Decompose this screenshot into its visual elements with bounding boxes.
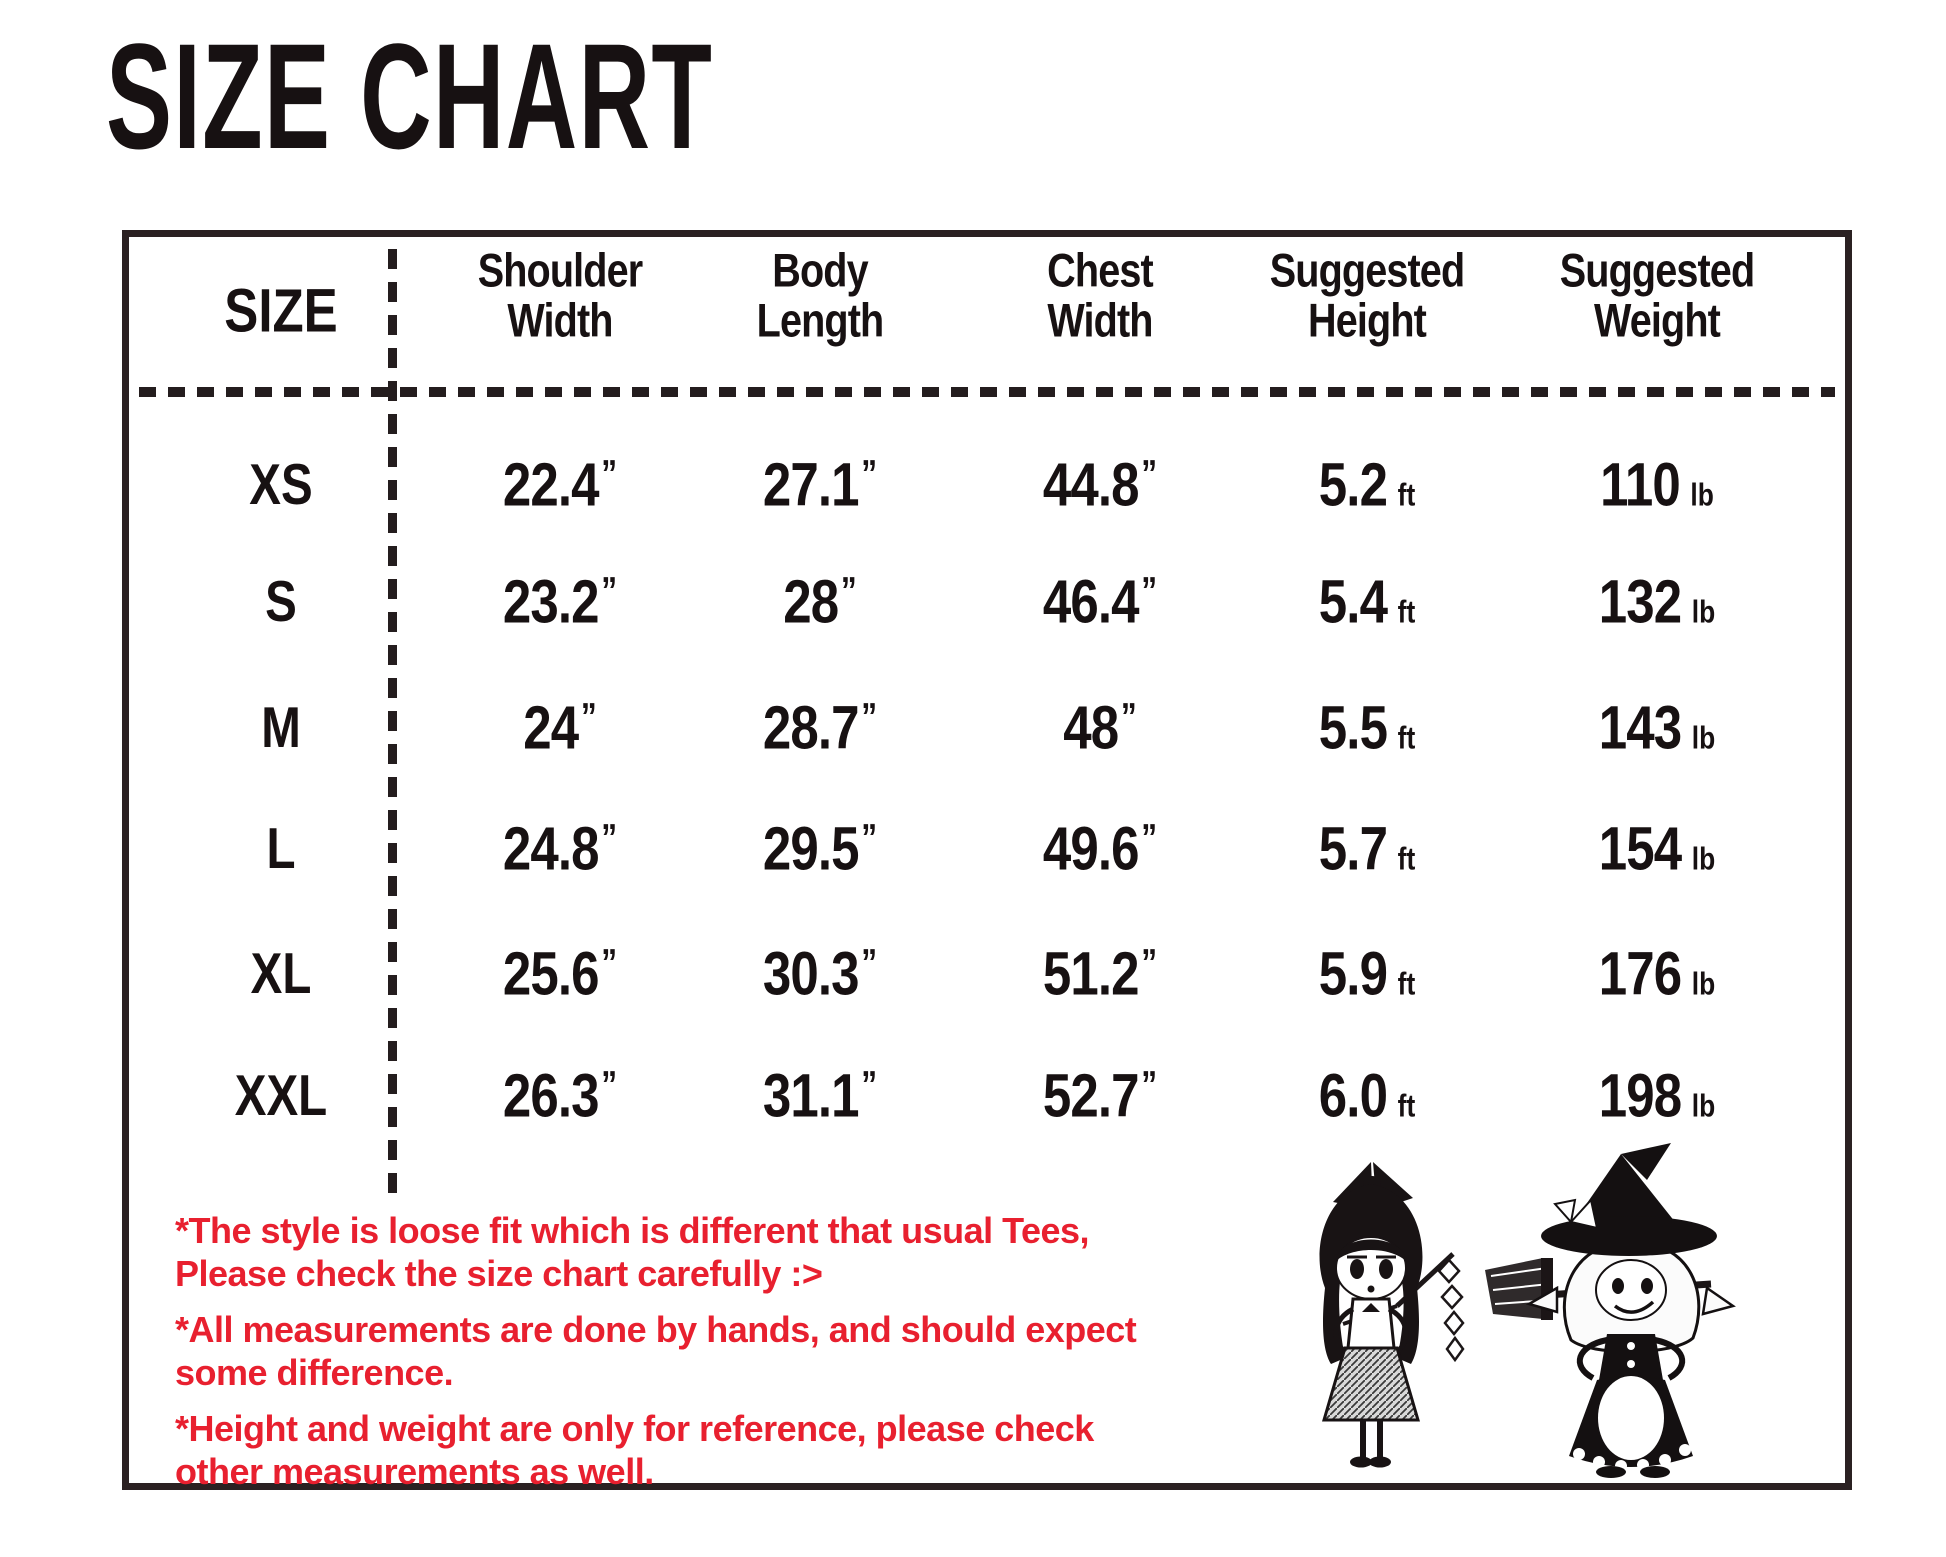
cell-chest-width: 51.2” xyxy=(1042,939,1158,1009)
cell-suggested-height: 5.7 ft xyxy=(1318,814,1416,884)
page-title: SIZE CHART xyxy=(106,12,714,180)
header-dashed-divider xyxy=(139,387,1835,397)
cell-body-length: 30.3” xyxy=(762,939,878,1009)
cell-shoulder-width: 24” xyxy=(523,693,597,763)
cell-body-length: 29.5” xyxy=(762,814,878,884)
column-header-suggested-weight: Suggested Weight xyxy=(1559,243,1755,347)
size-column-dashed-divider xyxy=(388,249,397,1193)
cell-size: S xyxy=(265,570,297,634)
marisa-witch-illustration xyxy=(1485,1143,1736,1478)
cell-size: XXL xyxy=(234,1064,328,1128)
cell-shoulder-width: 26.3” xyxy=(502,1061,618,1131)
column-header-size: SIZE xyxy=(224,276,338,346)
cell-suggested-height: 5.4 ft xyxy=(1318,567,1416,637)
footnote-reference-only: *Height and weight are only for referenc… xyxy=(175,1408,1094,1492)
cell-shoulder-width: 23.2” xyxy=(502,567,618,637)
cell-body-length: 27.1” xyxy=(762,450,878,520)
cell-suggested-height: 5.2 ft xyxy=(1318,450,1416,520)
column-header-suggested-height: Suggested Height xyxy=(1269,243,1465,347)
cell-chest-width: 49.6” xyxy=(1042,814,1158,884)
cell-size: XS xyxy=(249,453,313,517)
cell-suggested-weight: 154 lb xyxy=(1598,814,1716,884)
cell-suggested-height: 6.0 ft xyxy=(1318,1061,1416,1131)
cell-chest-width: 52.7” xyxy=(1042,1061,1158,1131)
cell-suggested-weight: 176 lb xyxy=(1598,939,1716,1009)
cell-suggested-weight: 110 lb xyxy=(1600,450,1714,520)
cell-size: L xyxy=(266,817,296,881)
cell-size: M xyxy=(261,696,301,760)
cell-suggested-height: 5.9 ft xyxy=(1318,939,1416,1009)
cell-shoulder-width: 22.4” xyxy=(502,450,618,520)
footnotes: *The style is loose fit which is differe… xyxy=(175,1209,1137,1506)
cell-shoulder-width: 24.8” xyxy=(502,814,618,884)
cell-suggested-weight: 198 lb xyxy=(1598,1061,1716,1131)
cell-chest-width: 46.4” xyxy=(1042,567,1158,637)
column-header-body-length: Body Length xyxy=(756,243,885,347)
cell-body-length: 28.7” xyxy=(762,693,878,763)
cell-suggested-weight: 143 lb xyxy=(1598,693,1716,763)
column-header-shoulder-width: Shoulder Width xyxy=(477,243,643,347)
cell-body-length: 28” xyxy=(783,567,857,637)
cell-chest-width: 44.8” xyxy=(1042,450,1158,520)
size-chart-table: SIZE Shoulder Width Body Length Chest Width… xyxy=(122,230,1852,1492)
cell-suggested-height: 5.5 ft xyxy=(1318,693,1416,763)
reimu-shrine-maiden-illustration xyxy=(1319,1162,1465,1468)
column-header-chest-width: Chest Width xyxy=(1047,243,1154,347)
footnote-hand-measured: *All measurements are done by hands, and… xyxy=(175,1309,1137,1393)
cell-suggested-weight: 132 lb xyxy=(1598,567,1716,637)
cell-size: XL xyxy=(250,942,312,1006)
cell-shoulder-width: 25.6” xyxy=(502,939,618,1009)
cell-body-length: 31.1” xyxy=(762,1061,878,1131)
footnote-loose-fit: *The style is loose fit which is differe… xyxy=(175,1210,1090,1294)
cell-chest-width: 48” xyxy=(1063,693,1137,763)
